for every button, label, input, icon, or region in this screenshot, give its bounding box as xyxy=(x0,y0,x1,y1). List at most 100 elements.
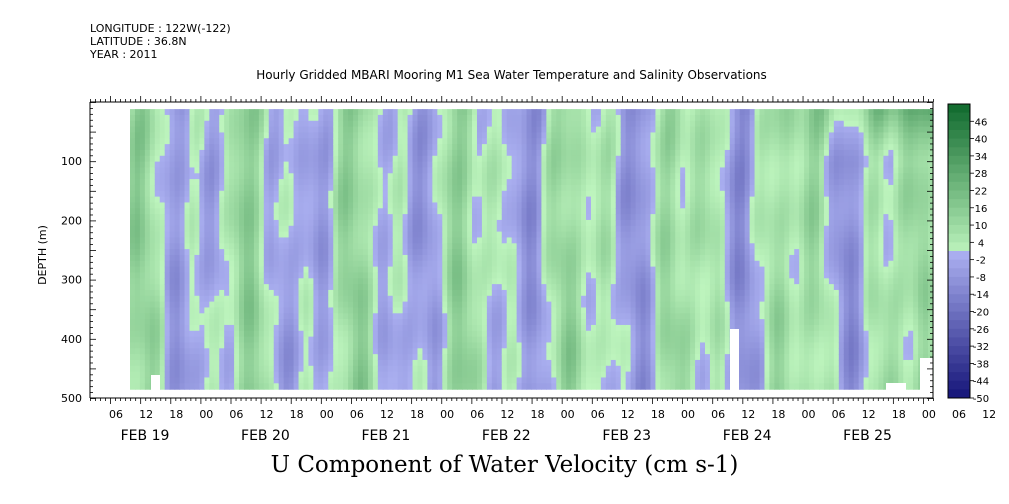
heatmap-cell xyxy=(353,208,359,215)
heatmap-cell xyxy=(184,284,191,291)
heatmap-cell xyxy=(149,231,156,239)
heatmap-cell xyxy=(506,231,513,239)
heatmap-cell xyxy=(481,383,488,390)
heatmap-cell xyxy=(239,383,245,390)
heatmap-cell xyxy=(620,330,627,338)
heatmap-cell xyxy=(169,173,176,180)
heatmap-cell xyxy=(258,359,265,367)
heatmap-cell xyxy=(402,214,409,221)
heatmap-cell xyxy=(640,307,647,314)
heatmap-cell xyxy=(427,272,433,279)
heatmap-cell xyxy=(472,184,478,192)
heatmap-cell xyxy=(501,173,508,180)
heatmap-cell xyxy=(417,266,424,274)
heatmap-cell xyxy=(407,365,414,373)
heatmap-cell xyxy=(328,371,334,379)
heatmap-cell xyxy=(367,149,374,157)
heatmap-cell xyxy=(338,231,344,239)
heatmap-cell xyxy=(164,161,171,169)
heatmap-cell xyxy=(234,190,240,198)
heatmap-cell xyxy=(234,359,240,367)
heatmap-cell xyxy=(298,144,305,151)
heatmap-cell xyxy=(268,167,275,174)
heatmap-cell xyxy=(605,307,612,314)
heatmap-cell xyxy=(605,284,612,291)
heatmap-cell xyxy=(595,371,602,379)
heatmap-cell xyxy=(328,266,334,274)
heatmap-cell xyxy=(412,249,419,256)
heatmap-cell xyxy=(467,284,473,291)
heatmap-cell xyxy=(640,371,647,379)
chart-title: Hourly Gridded MBARI Mooring M1 Sea Wate… xyxy=(256,68,767,82)
heatmap-cell xyxy=(417,126,424,134)
heatmap-cell xyxy=(581,173,587,180)
heatmap-cell xyxy=(353,249,359,256)
heatmap-cell xyxy=(303,348,310,355)
heatmap-cell xyxy=(263,354,270,361)
heatmap-cell xyxy=(491,260,498,268)
heatmap-cell xyxy=(144,266,151,274)
heatmap-cell xyxy=(635,231,642,239)
heatmap-cell xyxy=(159,254,166,262)
heatmap-cell xyxy=(486,196,493,204)
heatmap-cell xyxy=(472,132,478,139)
heatmap-cell xyxy=(333,190,339,198)
heatmap-cell xyxy=(531,109,538,116)
heatmap-cell xyxy=(595,284,602,291)
heatmap-cell xyxy=(397,278,404,285)
heatmap-cell xyxy=(486,289,493,297)
heatmap-cell xyxy=(422,208,429,215)
heatmap-cell xyxy=(179,278,186,285)
heatmap-cell xyxy=(273,336,280,344)
heatmap-cell xyxy=(139,149,146,157)
heatmap-cell xyxy=(278,249,285,256)
heatmap-cell xyxy=(452,284,458,291)
heatmap-cell xyxy=(615,336,622,344)
heatmap-cell xyxy=(472,319,478,326)
heatmap-cell xyxy=(204,149,210,157)
heatmap-cell xyxy=(467,324,473,332)
heatmap-cell xyxy=(457,377,463,384)
heatmap-cell xyxy=(561,365,567,373)
heatmap-cell xyxy=(571,371,577,379)
heatmap-cell xyxy=(353,126,359,134)
heatmap-cell xyxy=(620,196,627,204)
heatmap-cell xyxy=(377,214,384,221)
heatmap-cell xyxy=(234,144,240,151)
heatmap-cell xyxy=(164,319,171,326)
heatmap-cell xyxy=(204,342,210,349)
heatmap-cell xyxy=(313,225,319,233)
heatmap-cell xyxy=(248,278,255,285)
heatmap-cell xyxy=(313,149,319,157)
heatmap-cell xyxy=(199,319,205,326)
heatmap-cell xyxy=(590,319,597,326)
heatmap-cell xyxy=(214,354,220,361)
heatmap-cell xyxy=(417,114,424,122)
heatmap-cell xyxy=(278,324,285,332)
heatmap-cell xyxy=(372,260,379,268)
heatmap-cell xyxy=(556,359,562,367)
heatmap-cell xyxy=(367,114,374,122)
heatmap-cell xyxy=(258,348,265,355)
heatmap-cell xyxy=(462,342,468,349)
heatmap-cell xyxy=(283,214,290,221)
heatmap-cell xyxy=(536,272,543,279)
heatmap-cell xyxy=(268,132,275,139)
heatmap-cell xyxy=(640,249,647,256)
heatmap-cell xyxy=(496,149,503,157)
heatmap-cell xyxy=(199,249,205,256)
heatmap-cell xyxy=(546,109,552,116)
heatmap-cell xyxy=(258,260,265,268)
heatmap-cell xyxy=(239,359,245,367)
heatmap-cell xyxy=(353,354,359,361)
heatmap-cell xyxy=(353,383,359,390)
heatmap-cell xyxy=(189,307,196,314)
heatmap-cell xyxy=(130,132,136,139)
heatmap-cell xyxy=(372,254,379,262)
heatmap-cell xyxy=(402,184,409,192)
heatmap-cell xyxy=(442,278,448,285)
heatmap-cell xyxy=(288,301,295,309)
heatmap-cell xyxy=(630,225,637,233)
heatmap-cell xyxy=(179,120,186,128)
heatmap-cell xyxy=(462,336,468,344)
